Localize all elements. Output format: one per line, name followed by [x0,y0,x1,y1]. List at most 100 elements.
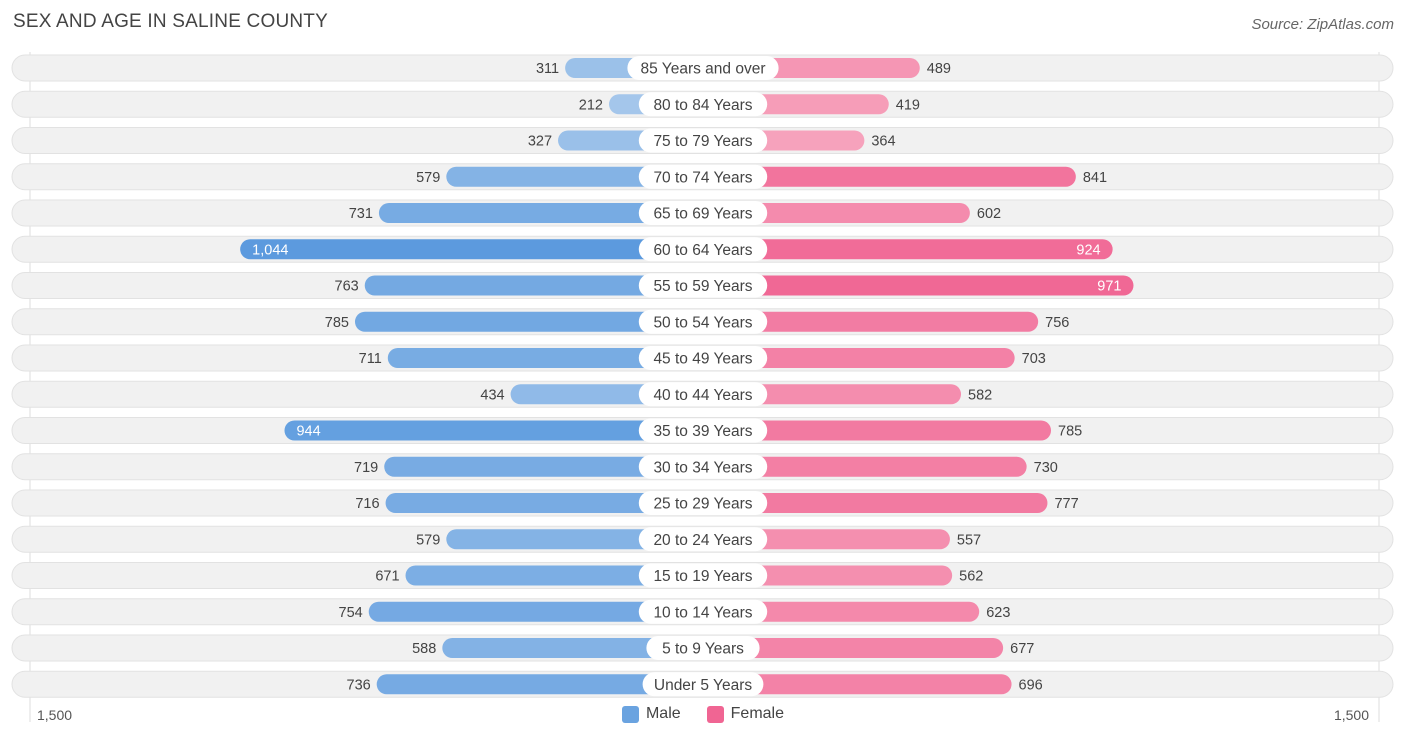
row-17: Under 5 Years 736 696 [11,670,1394,698]
row-14: 15 to 19 Years 671 562 [11,562,1394,589]
category-label-pill [638,563,768,588]
female-value-label: 785 [1058,424,1082,440]
male-value-label: 327 [528,134,552,150]
male-bar [387,348,703,368]
category-label: 60 to 64 Years [653,242,752,259]
female-value-label: 623 [986,605,1010,621]
male-value-label: 579 [416,170,440,186]
category-label: 85 Years and over [641,61,766,78]
male-bar [284,420,703,441]
male-value-label: 716 [355,496,379,512]
category-label-pill [638,491,768,515]
male-swatch-icon [621,705,639,723]
male-bar [385,493,703,513]
female-bar [703,203,970,223]
male-bar [364,275,703,296]
row-6: 55 to 59 Years 763 971 [11,272,1394,299]
female-value-label: 777 [1054,496,1078,512]
male-bar [240,239,703,260]
female-bar [703,638,1004,658]
female-value-label: 677 [1010,641,1034,657]
category-label: Under 5 Years [654,677,752,694]
male-bar [378,203,703,223]
male-value-label: 763 [335,279,359,295]
category-label: 5 to 9 Years [662,641,744,658]
female-swatch-icon [706,705,724,723]
row-5: 60 to 64 Years 1,044 924 [11,235,1394,263]
category-label-pill [638,201,768,225]
row-11: 30 to 34 Years 719 730 [11,453,1394,481]
female-value-label: 582 [968,387,992,403]
axis-right-label: 1,500 [1333,707,1369,723]
male-value-label: 1,044 [252,242,288,258]
male-value-label: 785 [325,315,349,331]
female-bar [703,493,1048,513]
female-value-label: 419 [896,97,920,113]
category-label: 45 to 49 Years [653,351,752,368]
female-bar [703,384,962,405]
category-label-pill [638,92,768,117]
category-label-pill [638,454,768,479]
male-value-label: 579 [416,532,440,548]
category-label-pill [642,672,764,697]
male-bar [446,529,703,550]
male-bar [446,166,703,187]
category-label: 10 to 14 Years [653,604,752,621]
category-label: 55 to 59 Years [653,278,752,295]
category-label: 35 to 39 Years [653,423,752,440]
male-value-label: 311 [536,61,559,77]
chart-title: SEX AND AGE IN SALINE COUNTY [13,11,328,32]
category-label: 75 to 79 Years [653,133,752,150]
male-value-label: 731 [349,206,373,222]
male-bar [368,601,703,622]
female-bar [703,239,1113,260]
female-bar [703,166,1076,187]
category-label: 80 to 84 Years [653,97,752,114]
row-3: 70 to 74 Years 579 841 [11,163,1394,191]
category-label-pill [638,527,768,552]
category-label-pill [627,56,779,80]
male-value-label: 719 [354,460,378,476]
female-value-label: 971 [1097,279,1121,295]
female-value-label: 730 [1034,460,1058,476]
female-bar [703,601,980,622]
female-value-label: 364 [871,134,895,150]
category-label-pill [638,346,768,370]
row-12: 25 to 29 Years 716 777 [11,489,1394,517]
category-label-pill [638,128,768,153]
female-bar [703,420,1052,441]
category-label-pill [638,273,768,298]
category-label-pill [638,237,768,262]
male-value-label: 434 [480,387,504,403]
female-value-label: 696 [1019,677,1043,693]
female-bar [703,674,1012,695]
male-value-label: 212 [579,97,603,113]
category-label: 15 to 19 Years [653,568,752,585]
female-bar [703,456,1027,477]
male-value-label: 588 [412,641,436,657]
female-value-label: 703 [1022,351,1046,367]
female-bar [703,311,1039,332]
row-10: 35 to 39 Years 944 785 [11,417,1394,444]
male-value-label: 671 [375,569,399,585]
male-bar [354,311,703,332]
female-value-label: 489 [927,61,951,77]
row-16: 5 to 9 Years 588 677 [11,634,1394,662]
row-15: 10 to 14 Years 754 623 [11,598,1394,626]
category-label-pill [638,382,768,407]
male-bar [384,456,703,477]
row-9: 40 to 44 Years 434 582 [11,380,1394,408]
male-value-label: 736 [347,677,371,693]
female-value-label: 924 [1076,242,1100,258]
category-label: 70 to 74 Years [653,169,752,186]
female-value-label: 841 [1083,170,1107,186]
category-label-pill [646,636,760,660]
row-2: 75 to 79 Years 327 364 [11,127,1394,154]
female-bar [703,348,1015,368]
axis-left-label: 1,500 [37,707,73,723]
male-bar [376,674,703,695]
category-label-pill [638,599,768,624]
row-13: 20 to 24 Years 579 557 [11,525,1394,553]
row-1: 80 to 84 Years 212 419 [11,90,1394,118]
